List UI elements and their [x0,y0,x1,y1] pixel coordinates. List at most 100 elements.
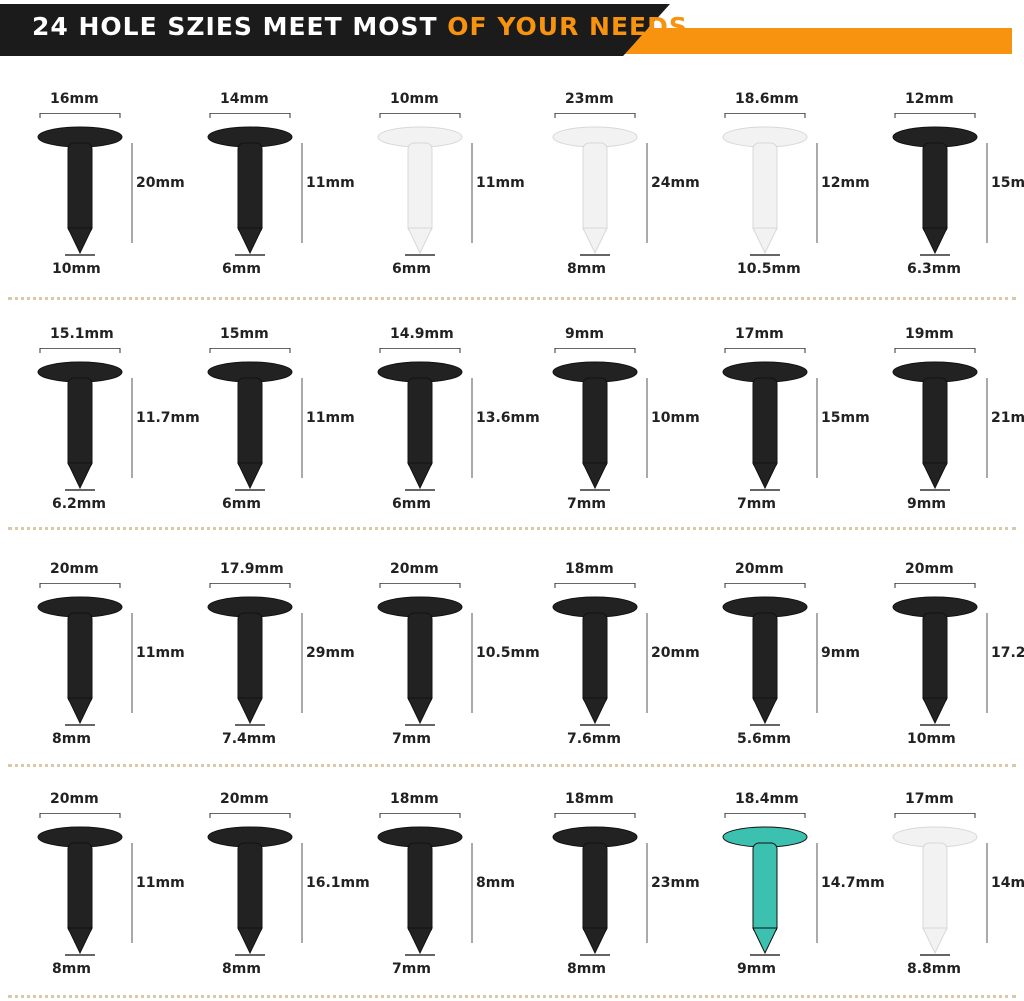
clip-dimension-lines [379,348,473,491]
clip-dimension-lines [209,813,303,956]
height-label: 11mm [476,175,525,191]
plastic-clip-icon [552,826,638,955]
hole-size-label: 8mm [567,261,606,277]
height-label: 15mm [821,410,870,426]
width-label: 14mm [220,91,269,107]
plastic-clip-icon [722,826,808,955]
clip-dimension-lines [39,813,133,956]
clip-item: 16mm 20mm 10mm [0,85,185,300]
hole-size-label: 8mm [222,961,261,977]
clip-item: 15.1mm 11.7mm 6.2mm [0,320,200,535]
clip-dimension-lines [894,113,988,256]
clip-item: 18mm 23mm 8mm [515,785,700,1000]
hole-size-label: 10mm [907,731,956,747]
clip-item: 12mm 15mm 6.3mm [855,85,1024,300]
height-label: 29mm [306,645,355,661]
hole-size-label: 7mm [392,731,431,747]
clip-dimension-lines [209,113,303,256]
hole-size-label: 6mm [392,261,431,277]
height-label: 24mm [651,175,700,191]
clip-item: 9mm 10mm 7mm [515,320,700,535]
clip-item: 10mm 11mm 6mm [340,85,525,300]
hole-size-label: 8mm [52,961,91,977]
clip-item: 19mm 21mm 9mm [855,320,1024,535]
height-label: 11mm [306,175,355,191]
width-label: 19mm [905,326,954,342]
hole-size-label: 5.6mm [737,731,791,747]
width-label: 18mm [390,791,439,807]
plastic-clip-icon [722,361,808,490]
plastic-clip-icon [207,596,293,725]
clip-dimension-lines [724,583,818,726]
height-label: 10.5mm [476,645,540,661]
hole-size-label: 8mm [567,961,606,977]
banner-orange-stripe [620,28,1012,54]
hole-size-label: 7mm [567,496,606,512]
width-label: 14.9mm [390,326,454,342]
hole-size-label: 7mm [737,496,776,512]
clip-dimension-lines [894,813,988,956]
plastic-clip-icon [207,826,293,955]
height-label: 15mm [991,175,1024,191]
hole-size-label: 6mm [392,496,431,512]
row-divider [8,527,1016,530]
plastic-clip-icon [207,126,293,255]
hole-size-label: 9mm [737,961,776,977]
width-label: 9mm [565,326,604,342]
width-label: 20mm [735,561,784,577]
clip-dimension-lines [379,113,473,256]
clip-dimension-lines [379,583,473,726]
clip-dimension-lines [724,348,818,491]
plastic-clip-icon [37,361,123,490]
clip-dimension-lines [554,348,648,491]
hole-size-label: 7.6mm [567,731,621,747]
height-label: 11mm [136,875,185,891]
hole-size-label: 6.2mm [52,496,106,512]
width-label: 18mm [565,791,614,807]
clip-dimension-lines [554,813,648,956]
row-divider [8,297,1016,300]
hole-size-label: 9mm [907,496,946,512]
height-label: 13.6mm [476,410,540,426]
clip-dimension-lines [209,348,303,491]
width-label: 17mm [905,791,954,807]
height-label: 8mm [476,875,515,891]
width-label: 20mm [220,791,269,807]
clip-dimension-lines [724,813,818,956]
width-label: 16mm [50,91,99,107]
height-label: 20mm [136,175,185,191]
plastic-clip-icon [207,361,293,490]
height-label: 23mm [651,875,700,891]
clip-item: 18mm 20mm 7.6mm [515,555,700,770]
plastic-clip-icon [377,361,463,490]
clip-item: 17mm 14mm 8.8mm [855,785,1024,1000]
plastic-clip-icon [552,126,638,255]
width-label: 23mm [565,91,614,107]
clip-item: 20mm 10.5mm 7mm [340,555,540,770]
hole-size-label: 10mm [52,261,101,277]
clip-item: 20mm 11mm 8mm [0,555,185,770]
clip-item: 15mm 11mm 6mm [170,320,355,535]
clip-dimension-lines [209,583,303,726]
width-label: 20mm [50,561,99,577]
height-label: 11.7mm [136,410,200,426]
height-label: 14.7mm [821,875,885,891]
plastic-clip-icon [37,826,123,955]
height-label: 11mm [136,645,185,661]
plastic-clip-icon [892,126,978,255]
width-label: 17.9mm [220,561,284,577]
height-label: 10mm [651,410,700,426]
banner-title-orange: OF YOUR NEEDS [447,12,688,41]
clip-dimension-lines [39,113,133,256]
clip-dimension-lines [39,583,133,726]
height-label: 20mm [651,645,700,661]
banner-title-white: 24 HOLE SZIES MEET MOST [32,12,448,41]
plastic-clip-icon [377,826,463,955]
plastic-clip-icon [377,126,463,255]
width-label: 10mm [390,91,439,107]
height-label: 12mm [821,175,870,191]
clip-dimension-lines [554,583,648,726]
plastic-clip-icon [892,826,978,955]
clip-item: 23mm 24mm 8mm [515,85,700,300]
clip-item: 18mm 8mm 7mm [340,785,515,1000]
